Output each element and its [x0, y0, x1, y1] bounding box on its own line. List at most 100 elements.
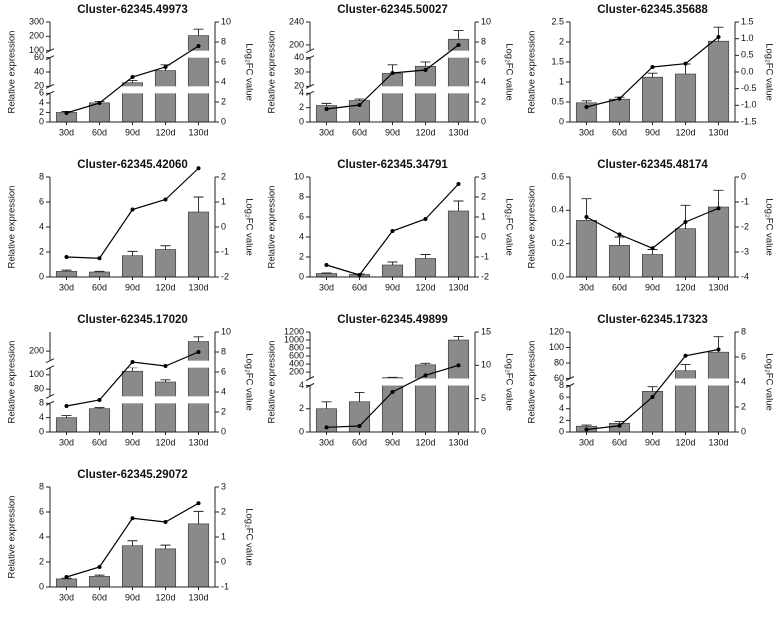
x-tick-label: 60d [612, 127, 627, 137]
y2-tick-label: -1 [481, 251, 489, 261]
x-tick-label: 120d [415, 437, 435, 447]
y-tick-label: 8 [299, 191, 304, 201]
y-axis-label: Relative expression [7, 31, 18, 114]
y2-axis-label: Log₂FC value [763, 43, 774, 101]
x-tick-label: 130d [708, 127, 728, 137]
line-point [457, 363, 461, 367]
y-tick-label: 1 [559, 76, 564, 86]
x-tick-label: 30d [59, 127, 74, 137]
line-point [424, 68, 428, 72]
y2-tick-label: 4 [221, 76, 226, 86]
y2-tick-label: 2 [481, 96, 486, 106]
y2-tick-label: 0.5 [741, 50, 754, 60]
y-tick-label: 0 [559, 116, 564, 126]
y2-tick-label: 8 [741, 326, 746, 336]
y2-tick-label: -0.5 [741, 83, 757, 93]
chart-title: Cluster-62345.17020 [77, 314, 188, 326]
y-tick-label: 4 [39, 221, 44, 231]
x-tick-label: 130d [708, 282, 728, 292]
line-point [325, 263, 329, 267]
error-bar [128, 541, 138, 546]
y-axis-label: Relative expression [7, 496, 18, 579]
y-axis-label: Relative expression [267, 341, 278, 424]
x-tick-label: 60d [352, 437, 367, 447]
error-bar [615, 237, 625, 245]
y-tick-label: 4 [559, 403, 564, 413]
x-tick-label: 130d [708, 437, 728, 447]
y2-tick-label: 6 [221, 56, 226, 66]
line-point [325, 107, 329, 111]
y2-tick-label: -2 [221, 271, 229, 281]
error-bar [128, 368, 138, 372]
y-tick-label: 4 [39, 97, 44, 107]
y2-tick-label: -4 [741, 271, 749, 281]
y2-tick-label: 2 [221, 171, 226, 181]
line-point [197, 44, 201, 48]
line-point [197, 350, 201, 354]
x-tick-label: 120d [675, 437, 695, 447]
x-tick-label: 90d [645, 437, 660, 447]
axis-break [46, 396, 215, 403]
y2-tick-label: -2 [481, 271, 489, 281]
y-tick-label: 2 [299, 102, 304, 112]
y-tick-label: 6 [559, 392, 564, 402]
bar [675, 229, 695, 277]
line-point [618, 97, 622, 101]
error-bar [194, 511, 204, 524]
bar [448, 340, 468, 432]
line-point [325, 425, 329, 429]
x-tick-label: 90d [385, 437, 400, 447]
y2-axis-label: Log₂FC value [243, 353, 254, 411]
y-tick-label: 2 [559, 415, 564, 425]
y-tick-label: 200 [29, 345, 44, 355]
y2-axis-label: Log₂FC value [503, 198, 514, 256]
error-bar [161, 246, 171, 250]
error-bar [322, 402, 332, 409]
y2-tick-label: 1 [221, 196, 226, 206]
y2-tick-label: 5 [481, 393, 486, 403]
y-tick-label: 0 [39, 116, 44, 126]
line-point [131, 516, 135, 520]
bar [609, 99, 629, 122]
y-tick-label: 8 [39, 481, 44, 491]
x-tick-label: 60d [92, 592, 107, 602]
y-tick-label: 0 [299, 426, 304, 436]
y-axis-label: Relative expression [267, 186, 278, 269]
y-axis-label: Relative expression [527, 341, 538, 424]
x-tick-label: 30d [319, 282, 334, 292]
y-tick-label: 2.5 [551, 16, 564, 26]
bar [122, 546, 142, 587]
x-tick-label: 60d [352, 282, 367, 292]
y-tick-label: 0 [39, 271, 44, 281]
error-bar [194, 337, 204, 342]
y2-tick-label: 6 [481, 56, 486, 66]
y2-tick-label: 0.0 [741, 66, 754, 76]
bar [89, 409, 109, 432]
y2-tick-label: 0 [741, 426, 746, 436]
y2-tick-label: 1.5 [741, 16, 754, 26]
error-bar [128, 81, 138, 83]
bar [448, 211, 468, 277]
bar [188, 212, 208, 277]
line-point [585, 215, 589, 219]
error-bar [355, 392, 365, 401]
y2-tick-label: 0 [741, 171, 746, 181]
panel: Cluster-62345.1702004880100200024681030d… [7, 314, 255, 447]
axis-break [306, 86, 475, 93]
y2-tick-label: 2 [221, 406, 226, 416]
line-point [717, 35, 721, 39]
line-point [197, 501, 201, 505]
bar [188, 524, 208, 587]
x-tick-label: 90d [645, 282, 660, 292]
x-tick-label: 130d [188, 282, 208, 292]
error-bar [194, 197, 204, 212]
line-point [98, 101, 102, 105]
y-tick-label: 300 [29, 16, 44, 26]
bar [155, 382, 175, 432]
y-tick-label: 120 [549, 326, 564, 336]
y-tick-label: 20 [294, 81, 304, 91]
x-tick-label: 90d [125, 127, 140, 137]
y2-axis-label: Log₂FC value [243, 198, 254, 256]
